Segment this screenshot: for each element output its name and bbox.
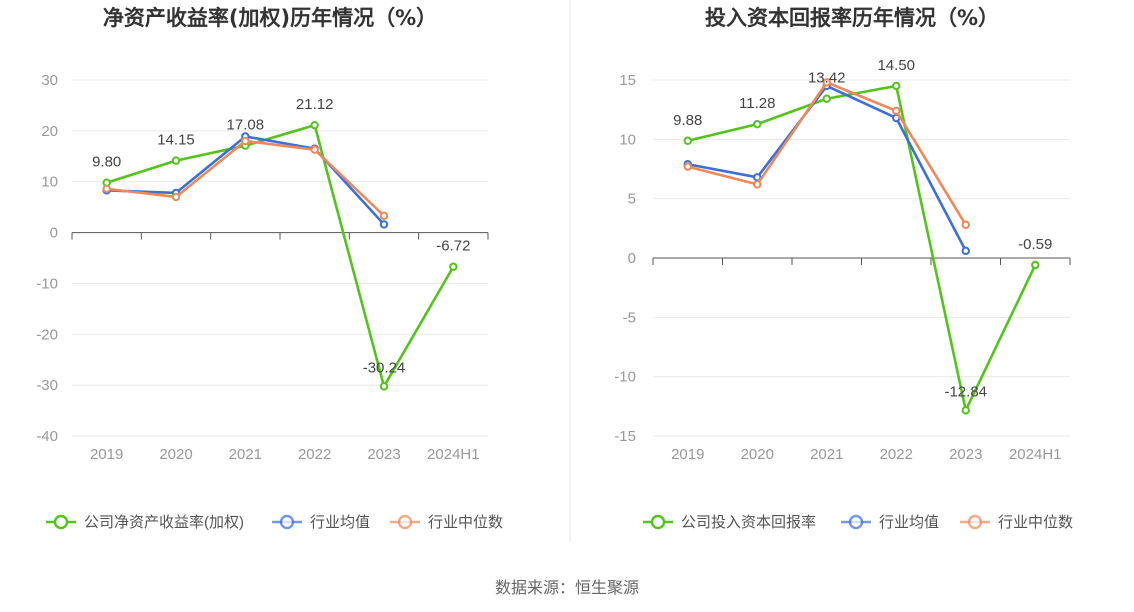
y-tick-label: 30 [41, 72, 58, 89]
y-tick-label: 0 [628, 250, 636, 267]
data-label: 11.28 [739, 95, 775, 112]
data-point [822, 94, 831, 103]
y-tick-label: -20 [36, 326, 58, 343]
x-tick-label: 2022 [880, 446, 913, 463]
data-label: 9.88 [673, 112, 702, 129]
y-tick-label: -15 [614, 428, 636, 445]
data-label: 14.50 [877, 57, 915, 74]
data-point [379, 211, 389, 220]
series-line [105, 123, 455, 388]
x-tick-label: 2023 [367, 446, 400, 463]
data-point [753, 119, 762, 129]
roic-chart: 投入资本回报率历年情况（%） 15 10 5 0 -5 -10 -15 2019 2020 2021… [614, 6, 1073, 531]
data-label: 21.12 [296, 96, 334, 113]
chart-title: 投入资本回报率历年情况（%） [705, 6, 999, 30]
data-point [753, 180, 762, 189]
x-tick-label: 2020 [741, 446, 774, 463]
data-label: 9.80 [92, 154, 121, 171]
legend-label: 行业均值 [879, 514, 939, 531]
data-label: 17.08 [227, 117, 265, 134]
y-tick-label: 0 [50, 225, 58, 242]
x-tick-label: 2024H1 [1009, 446, 1062, 463]
x-tick-label: 2022 [298, 446, 331, 463]
y-tick-label: -30 [36, 377, 58, 394]
x-tick-label: 2019 [90, 446, 123, 463]
data-label: 14.15 [157, 132, 195, 149]
data-point [822, 78, 831, 87]
data-point [683, 162, 692, 171]
data-label: -30.24 [363, 359, 406, 376]
data-point [310, 120, 319, 130]
data-label: 13.42 [808, 70, 846, 87]
data-point [449, 262, 458, 271]
data-point [892, 106, 901, 116]
series-line [686, 81, 968, 227]
y-tick-label: -40 [36, 428, 58, 445]
data-point [892, 81, 901, 91]
data-point [379, 382, 389, 391]
y-tick-label: 10 [619, 131, 636, 148]
legend-swatch-marker [397, 514, 413, 530]
x-tick-label: 2020 [159, 446, 192, 463]
data-point [171, 156, 181, 165]
legend-swatch-marker [848, 514, 864, 530]
legend-swatch-marker [967, 514, 983, 530]
y-tick-label: 10 [41, 174, 58, 191]
data-point [379, 220, 389, 229]
legend-swatch-marker [53, 514, 69, 530]
data-point [961, 246, 970, 256]
data-label: -0.59 [1018, 236, 1052, 253]
data-point [171, 192, 181, 202]
y-tick-label: 20 [41, 123, 58, 140]
legend-swatch-marker [279, 514, 295, 530]
x-tick-label: 2021 [810, 446, 843, 463]
y-tick-label: -10 [36, 275, 58, 292]
data-label: -12.84 [944, 383, 987, 400]
x-tick-label: 2024H1 [427, 446, 480, 463]
data-label: -6.72 [436, 238, 470, 255]
x-tick-label: 2021 [229, 446, 262, 463]
legend-label: 行业中位数 [998, 514, 1073, 531]
data-point [683, 136, 692, 145]
legend-label: 公司净资产收益率(加权) [84, 514, 244, 531]
data-source: 数据来源：恒生聚源 [495, 579, 639, 597]
series-line [686, 84, 1037, 412]
legend-swatch-marker [650, 514, 666, 530]
series-line [686, 84, 968, 253]
data-point [961, 220, 970, 229]
chart-title: 净资产收益率(加权)历年情况（%） [103, 6, 437, 30]
y-tick-label: -5 [623, 309, 636, 326]
data-point [102, 184, 111, 194]
data-point [241, 136, 250, 146]
data-point [310, 145, 319, 154]
legend-label: 行业中位数 [428, 514, 503, 531]
data-point [1031, 260, 1040, 270]
data-point [961, 406, 970, 415]
x-tick-label: 2023 [949, 446, 982, 463]
legend-label: 公司投入资本回报率 [681, 514, 816, 531]
legend-label: 行业均值 [310, 514, 370, 531]
x-tick-label: 2019 [671, 446, 704, 463]
y-tick-label: -10 [614, 369, 636, 386]
y-tick-label: 5 [628, 191, 636, 208]
y-tick-label: 15 [619, 72, 636, 89]
roe-chart: 净资产收益率(加权)历年情况（%） 30 20 10 0 -10 -20 -30 -40 2019… [36, 6, 503, 531]
